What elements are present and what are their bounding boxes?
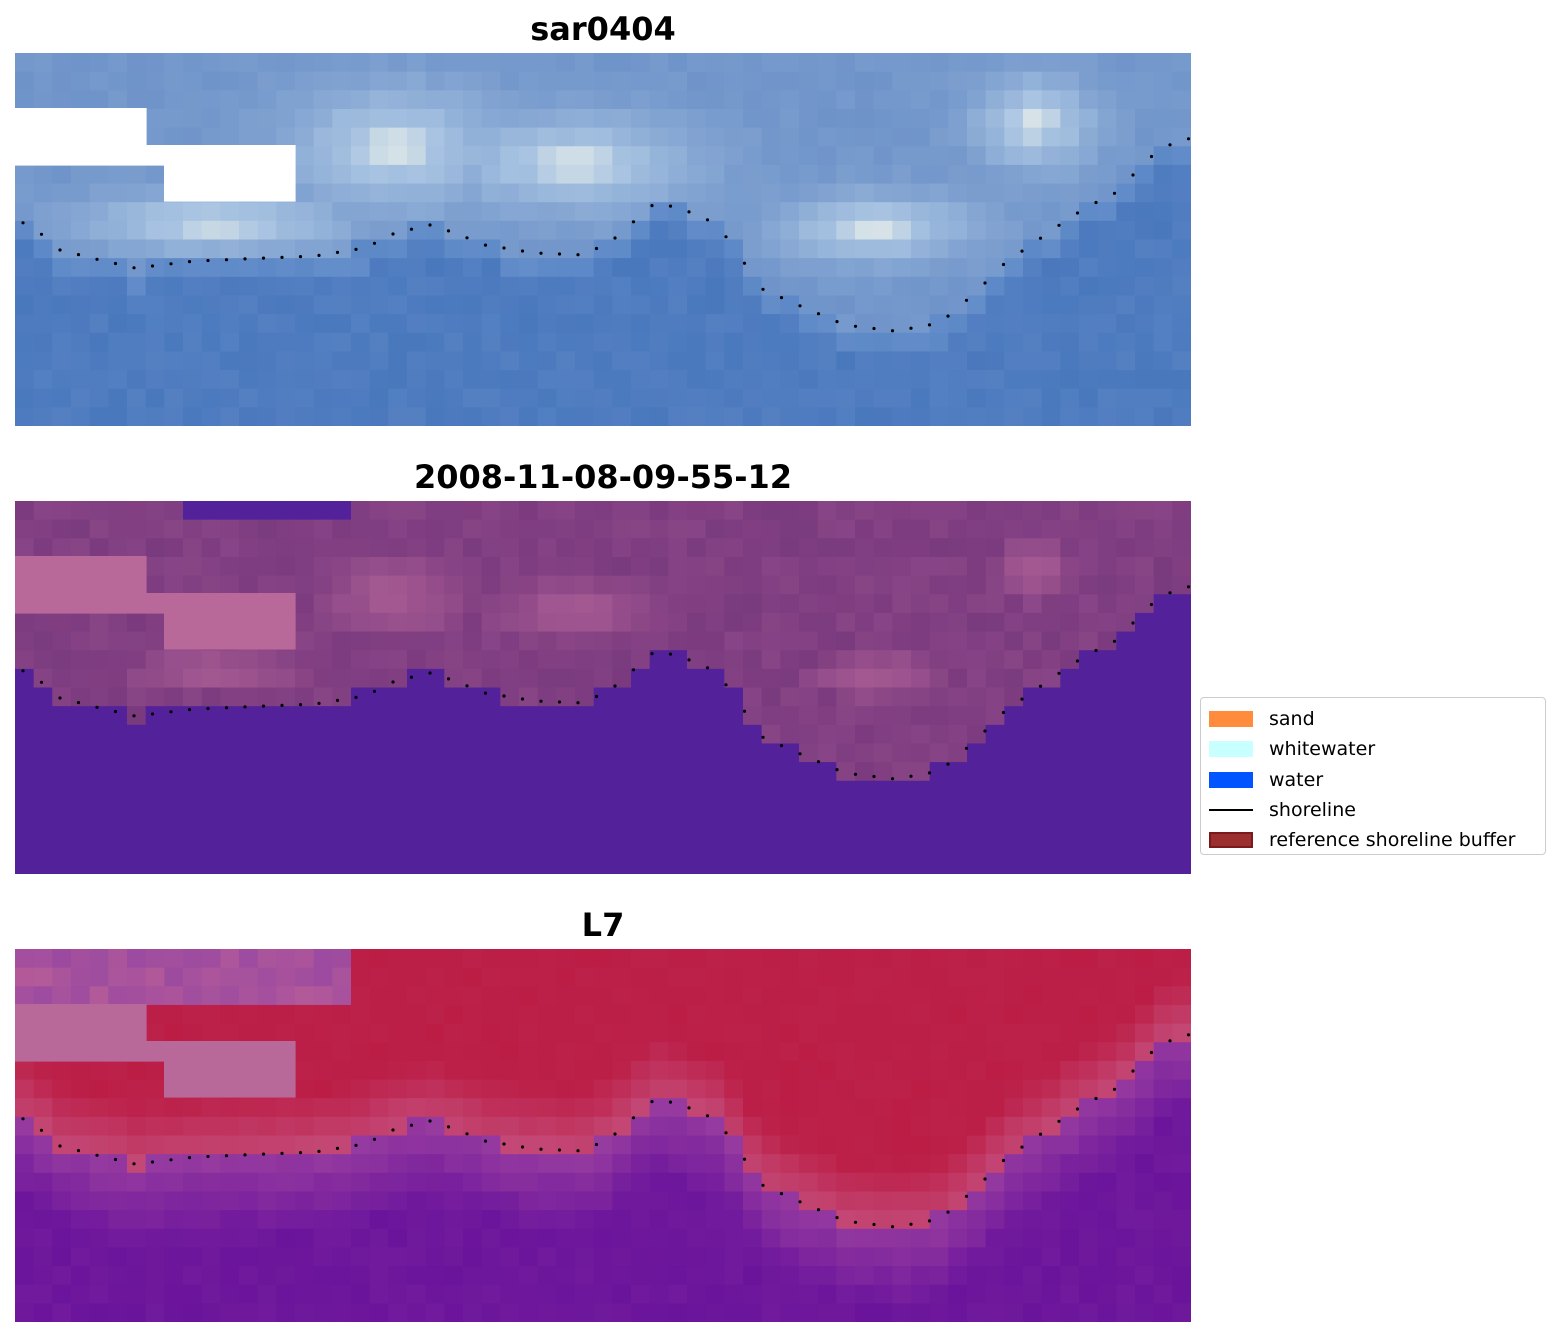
legend-swatch-shoreline (1209, 802, 1253, 818)
legend-item-reference-buffer: reference shoreline buffer (1209, 825, 1537, 855)
legend-item-sand: sand (1209, 704, 1537, 734)
legend-label-sand: sand (1269, 708, 1315, 731)
legend-item-shoreline: shoreline (1209, 795, 1537, 825)
legend-label-water: water (1269, 768, 1324, 791)
classified-image-panel (15, 501, 1191, 874)
legend-item-whitewater: whitewater (1209, 734, 1537, 764)
index-image (15, 949, 1191, 1322)
legend-swatch-reference-buffer (1209, 832, 1253, 849)
rgb-image (15, 53, 1191, 426)
legend-item-water: water (1209, 765, 1537, 795)
legend-swatch-water (1209, 771, 1253, 788)
legend-label-shoreline: shoreline (1269, 799, 1356, 822)
rgb-image-panel (15, 53, 1191, 426)
legend-label-reference-buffer: reference shoreline buffer (1269, 829, 1516, 852)
legend-swatch-sand (1209, 711, 1253, 728)
panel-title-2: 2008-11-08-09-55-12 (413, 458, 793, 496)
legend-label-whitewater: whitewater (1269, 738, 1376, 761)
index-image-panel (15, 949, 1191, 1322)
panel-title-1: sar0404 (530, 10, 676, 48)
legend: sand whitewater water shoreline referenc… (1200, 697, 1546, 855)
legend-swatch-whitewater (1209, 741, 1253, 758)
panel-title-3: L7 (581, 906, 625, 944)
classified-image (15, 501, 1191, 874)
